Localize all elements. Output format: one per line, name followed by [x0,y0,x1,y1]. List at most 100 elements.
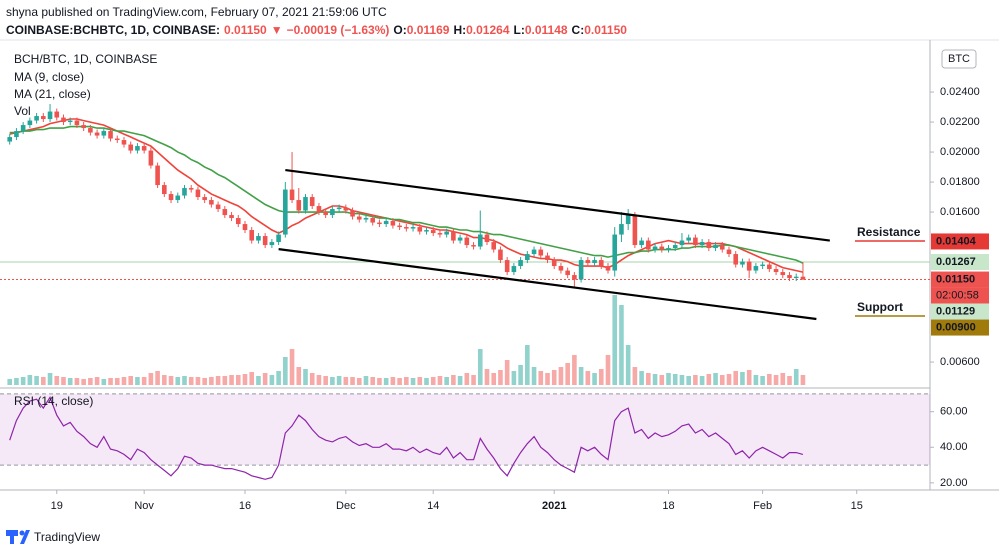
volume-bar [7,379,13,385]
volume-bar [444,377,449,385]
volume-bar [108,378,113,385]
volume-bar [377,378,382,385]
candle-body [605,266,611,271]
candle-body [471,245,476,247]
volume-bar [773,375,779,385]
candle-body [215,204,221,210]
volume-bar [632,367,638,385]
ohlc-value: 0.01169 [407,23,450,37]
volume-bar [114,378,120,385]
volume-bar [572,355,577,385]
legend-entry: MA (9, close) [14,70,84,84]
candle-body [269,242,275,246]
volume-bar [74,378,80,385]
candle-body [7,137,13,142]
candle-body [397,225,402,228]
candle-body [27,120,33,126]
candle-body [430,230,436,234]
volume-bar [47,373,53,385]
candle-body [518,260,523,267]
candle-body [222,209,228,216]
volume-bar [746,370,752,385]
candle-body [283,189,288,235]
candle-body [646,240,651,250]
rsi-tick-label: 60.00 [940,406,968,418]
volume-bar [605,355,611,385]
candle-body [625,215,631,225]
volume-bar [740,372,745,385]
volume-bar [269,375,275,385]
candle-body [619,224,624,235]
volume-bar [504,360,510,385]
y-tick-label: 0.02200 [940,116,980,128]
price-label-bg [931,319,989,336]
candle-body [525,254,530,261]
candle-body [14,131,19,138]
volume-bar [612,295,618,385]
candle-body [585,260,591,264]
candle-body [54,111,60,118]
volume-bar [330,377,335,385]
price-label: 0.01404 [936,235,977,247]
candle-body [114,138,120,141]
y-tick-label: 0.00600 [940,356,980,368]
rsi-band [0,393,930,466]
volume-bar [558,367,564,385]
volume-bar [451,375,456,385]
candle-body [74,120,80,126]
volume-bar [256,376,261,385]
candle-body [713,245,718,249]
volume-bar [222,376,228,385]
volume-bar [162,375,167,385]
candle-body [249,230,255,241]
volume-bar [713,373,718,385]
candle-body [477,234,483,247]
volume-bar [780,373,786,385]
candle-body [773,269,779,273]
volume-bar [61,377,66,385]
legend-entry: RSI (14, close) [14,394,93,408]
volume-bar [202,378,207,385]
volume-bar [531,367,537,385]
candle-body [323,212,328,216]
volume-bar [54,376,60,385]
volume-bar [598,369,604,385]
volume-bar [128,376,134,385]
candle-body [229,215,234,219]
candle-body [659,246,665,250]
volume-bar [101,379,107,385]
x-tick-label: Dec [336,500,356,512]
candle-body [350,210,355,217]
volume-bar [323,376,328,385]
x-tick-label: 18 [662,500,674,512]
candle-body [746,261,752,271]
candle-body [148,150,154,166]
moving-average [9,118,804,273]
candle-body [740,261,745,265]
candle-body [363,218,369,220]
candle-body [686,237,691,241]
ohlc-key: C: [572,23,585,37]
ohlc-value: 0.01148 [525,23,568,37]
volume-bar [666,373,671,385]
candle-body [209,200,214,205]
annotation: Support [857,300,903,314]
volume-bar [767,374,772,385]
candle-body [309,197,315,207]
volume-bar [693,375,698,385]
candle-body [753,266,759,271]
rsi-line [9,396,804,480]
volume-bar [417,377,423,385]
volume-bar [94,377,100,385]
candle-body [202,197,207,201]
volume-bar [733,371,739,385]
volume-bar [188,377,194,385]
x-tick-label: 16 [239,500,251,512]
candle-body [531,249,537,255]
candle-body [276,234,281,243]
candle-body [390,221,396,226]
candle-body [235,218,241,225]
candle-body [377,222,382,225]
candle-body [572,275,577,280]
